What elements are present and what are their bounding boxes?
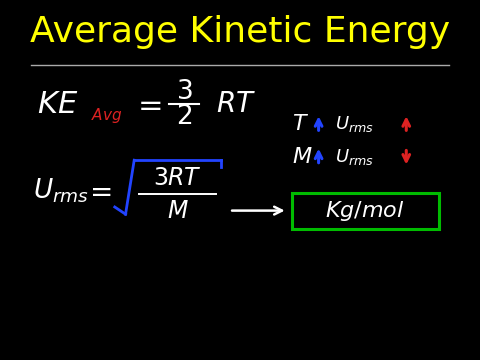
Text: $U_{rms}$: $U_{rms}$ [335, 114, 374, 134]
Text: $=$: $=$ [132, 90, 162, 119]
Text: $RT$: $RT$ [216, 90, 256, 118]
Bar [292, 193, 439, 229]
Text: $3$: $3$ [176, 79, 192, 105]
Text: $2$: $2$ [176, 104, 192, 130]
Text: $=$: $=$ [84, 177, 111, 205]
Text: $KE$: $KE$ [37, 90, 78, 119]
Text: $Avg$: $Avg$ [91, 106, 122, 125]
Text: Average Kinetic Energy: Average Kinetic Energy [30, 15, 450, 49]
Text: $Kg/mol$: $Kg/mol$ [325, 199, 405, 222]
Text: $M$: $M$ [292, 147, 312, 167]
Text: $U_{rms}$: $U_{rms}$ [335, 147, 374, 167]
Text: $3RT$: $3RT$ [153, 166, 202, 190]
Text: $M$: $M$ [167, 199, 188, 222]
Text: $U_{rms}$: $U_{rms}$ [33, 176, 89, 205]
Text: $T$: $T$ [292, 114, 309, 134]
